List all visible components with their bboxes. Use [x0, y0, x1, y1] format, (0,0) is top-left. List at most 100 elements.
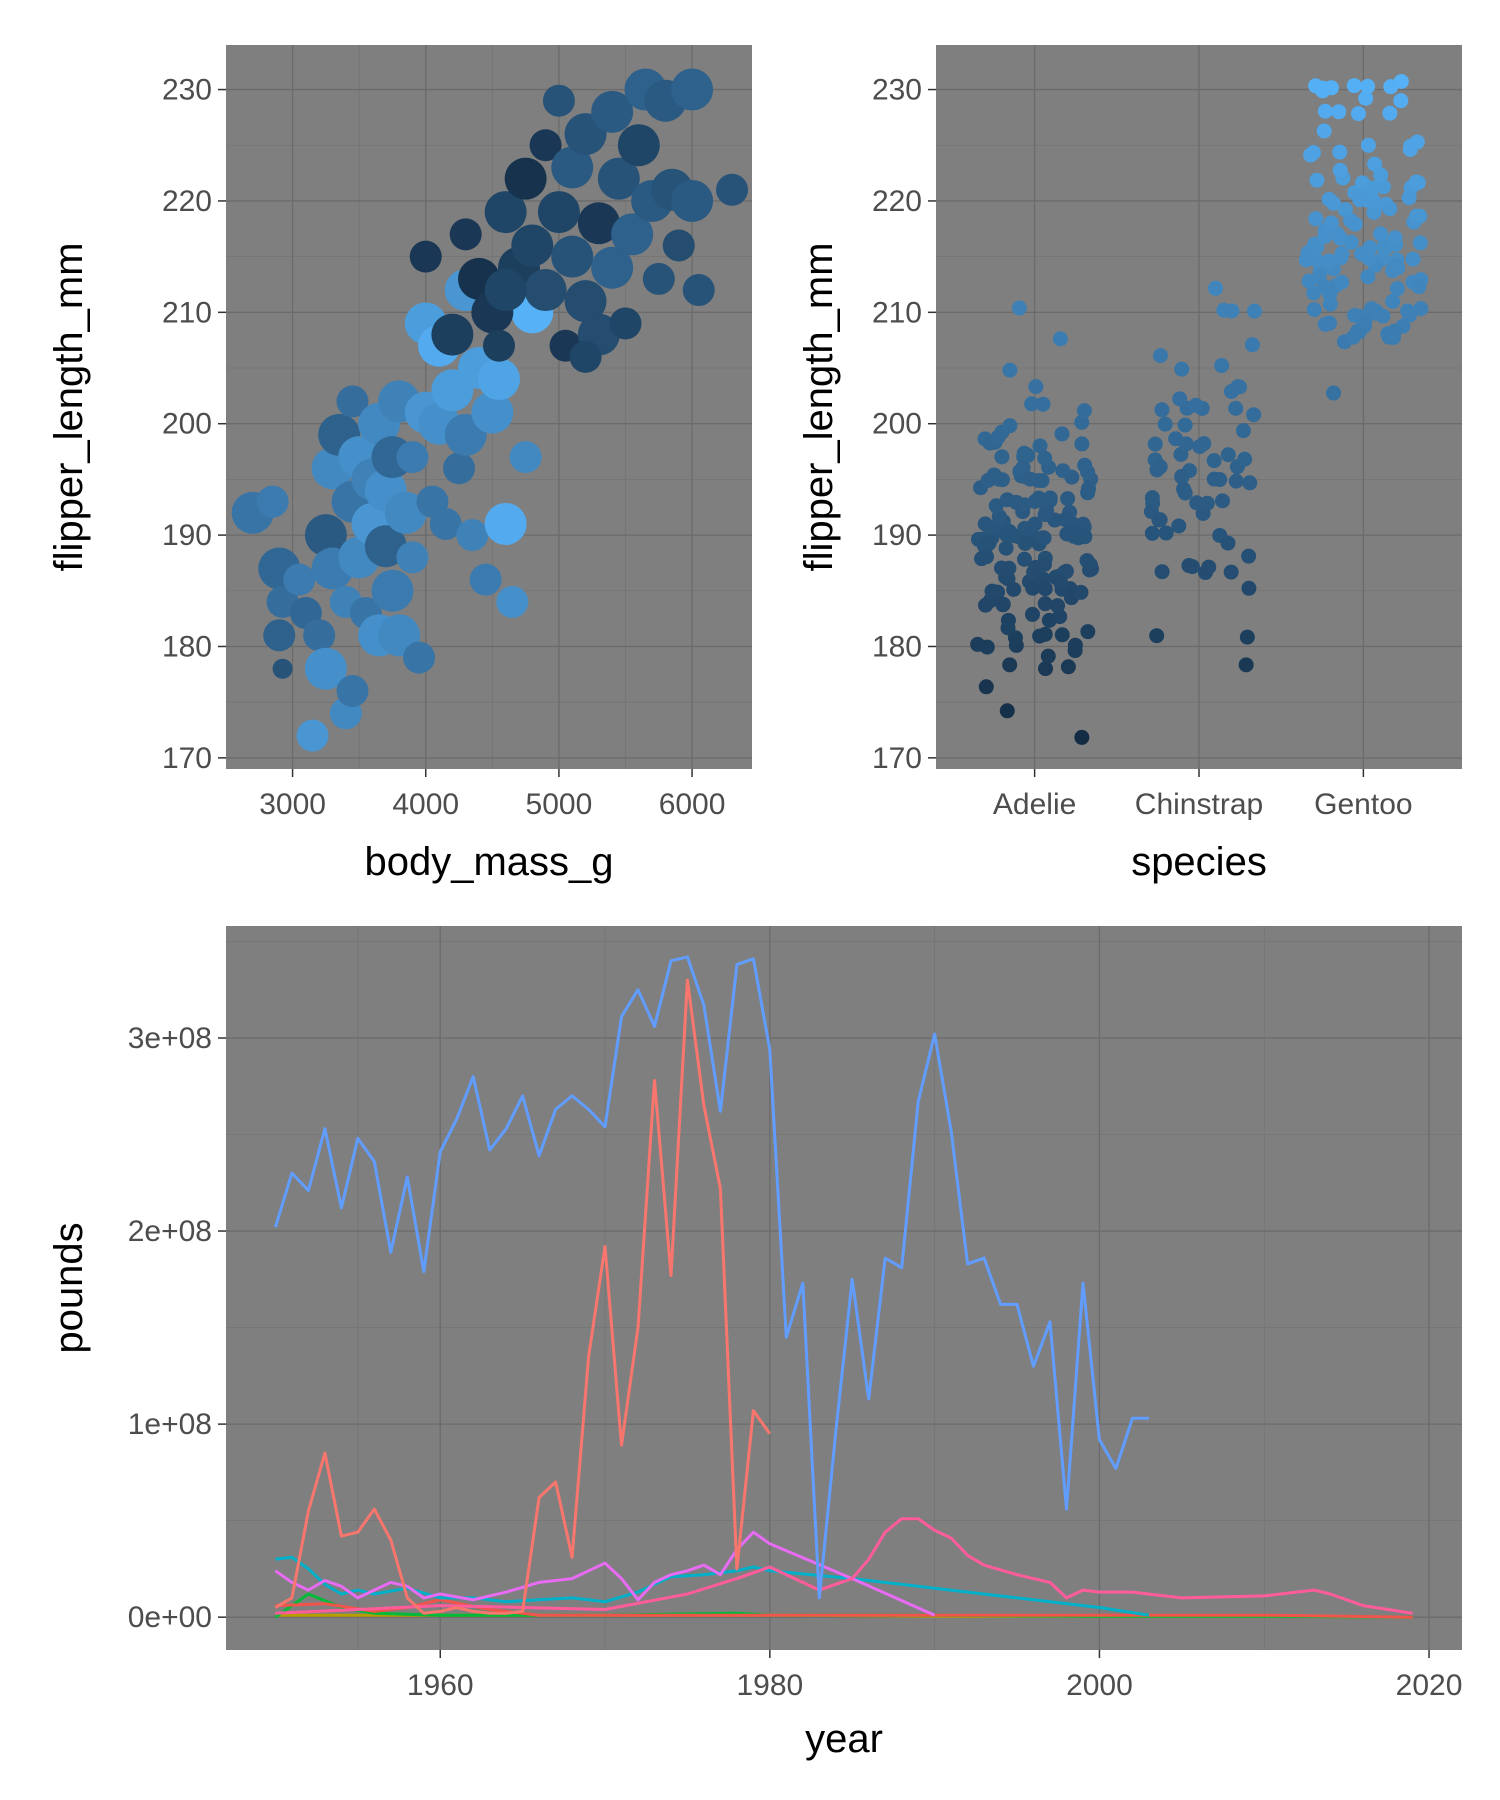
x-tick-label: 5000: [526, 788, 593, 821]
jitter-point: [1246, 303, 1262, 319]
jitter-point: [1380, 326, 1396, 342]
scatter-point: [577, 202, 620, 245]
jitter-point: [1157, 416, 1173, 432]
jitter-point: [1306, 302, 1322, 318]
jitter-point: [1020, 447, 1036, 463]
jitter-point: [1037, 450, 1053, 466]
x-tick-label: 2000: [1066, 1669, 1133, 1702]
scatter-point: [371, 569, 414, 612]
jitter-point: [1332, 162, 1348, 178]
scatter-point: [409, 240, 442, 273]
jitter-point: [1413, 301, 1429, 317]
jitter-point: [1393, 93, 1409, 109]
jitter-point: [1214, 358, 1230, 374]
y-tick-label: 170: [162, 742, 212, 775]
jitter-point: [990, 429, 1006, 445]
jitter-point: [1154, 564, 1170, 580]
jitter-point: [1332, 144, 1348, 160]
jitter-point: [1006, 528, 1022, 544]
y-tick-label: 200: [872, 408, 922, 441]
scatter-point: [364, 525, 407, 568]
scatter-point: [682, 274, 715, 307]
scatter-point: [449, 218, 482, 251]
x-axis-title: species: [1131, 840, 1267, 884]
jitter-point: [1077, 457, 1093, 473]
jitter-point: [1176, 481, 1192, 497]
jitter-point: [1038, 661, 1054, 677]
jitter-point: [994, 560, 1010, 576]
jitter-point: [1034, 493, 1050, 509]
scatter-point: [482, 329, 515, 362]
jitter-point: [1360, 78, 1376, 94]
jitter-point: [1074, 436, 1090, 452]
jitter-point: [1228, 473, 1244, 489]
jitter-point: [1409, 208, 1425, 224]
y-tick-label: 230: [162, 74, 212, 107]
jitter-point: [1035, 530, 1051, 546]
jitter-point: [1188, 397, 1204, 413]
jitter-point: [1321, 191, 1337, 207]
jitter-point: [1232, 379, 1248, 395]
scatter-point: [496, 585, 529, 618]
jitter-point: [1006, 581, 1022, 597]
jitter-point: [1309, 252, 1325, 268]
scatter-point: [671, 68, 714, 111]
jitter-point: [1076, 403, 1092, 419]
y-tick-label: 200: [162, 408, 212, 441]
category-label: Chinstrap: [1135, 788, 1263, 821]
jitter-point: [1316, 123, 1332, 139]
jitter-point: [1201, 559, 1217, 575]
jitter-point: [980, 472, 996, 488]
scatter-point: [431, 313, 474, 356]
jitter-point: [1326, 385, 1342, 401]
jitter-point: [1057, 512, 1073, 528]
y-tick-label: 190: [872, 519, 922, 552]
jitter-point: [1168, 431, 1184, 447]
jitter-point: [1405, 251, 1421, 267]
jitter-point: [1412, 235, 1428, 251]
y-tick-label: 180: [162, 630, 212, 663]
scatter-point: [336, 385, 369, 418]
scatter-point: [537, 191, 580, 234]
scatter-point: [429, 507, 462, 540]
panel-species-jitter: 170 180 190 200 210 220 230 Adelie Chinstrap Gent…: [797, 45, 1462, 884]
jitter-point: [1316, 279, 1332, 295]
jitter-point: [984, 583, 1000, 599]
jitter-point: [1011, 300, 1027, 316]
scatter-point: [296, 719, 329, 752]
axes: 170 180 190 200 210 220 230 Adelie Chinstrap Gent…: [872, 74, 1413, 821]
jitter-point: [995, 596, 1011, 612]
jitter-point: [1073, 584, 1089, 600]
jitter-point: [1309, 239, 1325, 255]
jitter-point: [978, 549, 994, 565]
jitter-point: [1036, 556, 1052, 572]
jitter-point: [1298, 252, 1314, 268]
jitter-point: [1154, 402, 1170, 418]
jitter-point: [1367, 156, 1383, 172]
x-tick-label: 6000: [659, 788, 726, 821]
jitter-point: [1239, 629, 1255, 645]
jitter-point: [1054, 627, 1070, 643]
jitter-point: [1174, 361, 1190, 377]
jitter-point: [1035, 396, 1051, 412]
jitter-point: [1016, 551, 1032, 567]
jitter-point: [1308, 211, 1324, 227]
y-axis-title: flipper_length_mm: [797, 242, 841, 571]
jitter-point: [1149, 628, 1165, 644]
y-tick-label: 180: [872, 630, 922, 663]
jitter-point: [1067, 637, 1083, 653]
series-line-blue: [273, 955, 1149, 1600]
jitter-point: [1017, 520, 1033, 536]
category-label: Adelie: [993, 788, 1076, 821]
jitter-point: [1024, 606, 1040, 622]
y-tick-label: 170: [872, 742, 922, 775]
jitter-point: [1037, 581, 1053, 597]
jitter-point: [1084, 561, 1100, 577]
jitter-point: [1238, 657, 1254, 673]
scatter-point: [591, 90, 634, 133]
y-tick-label: 0e+00: [128, 1601, 212, 1634]
y-tick-label: 210: [872, 296, 922, 329]
jitter-point: [1309, 172, 1325, 188]
jitter-point: [1242, 475, 1258, 491]
jitter-point: [1017, 536, 1033, 552]
